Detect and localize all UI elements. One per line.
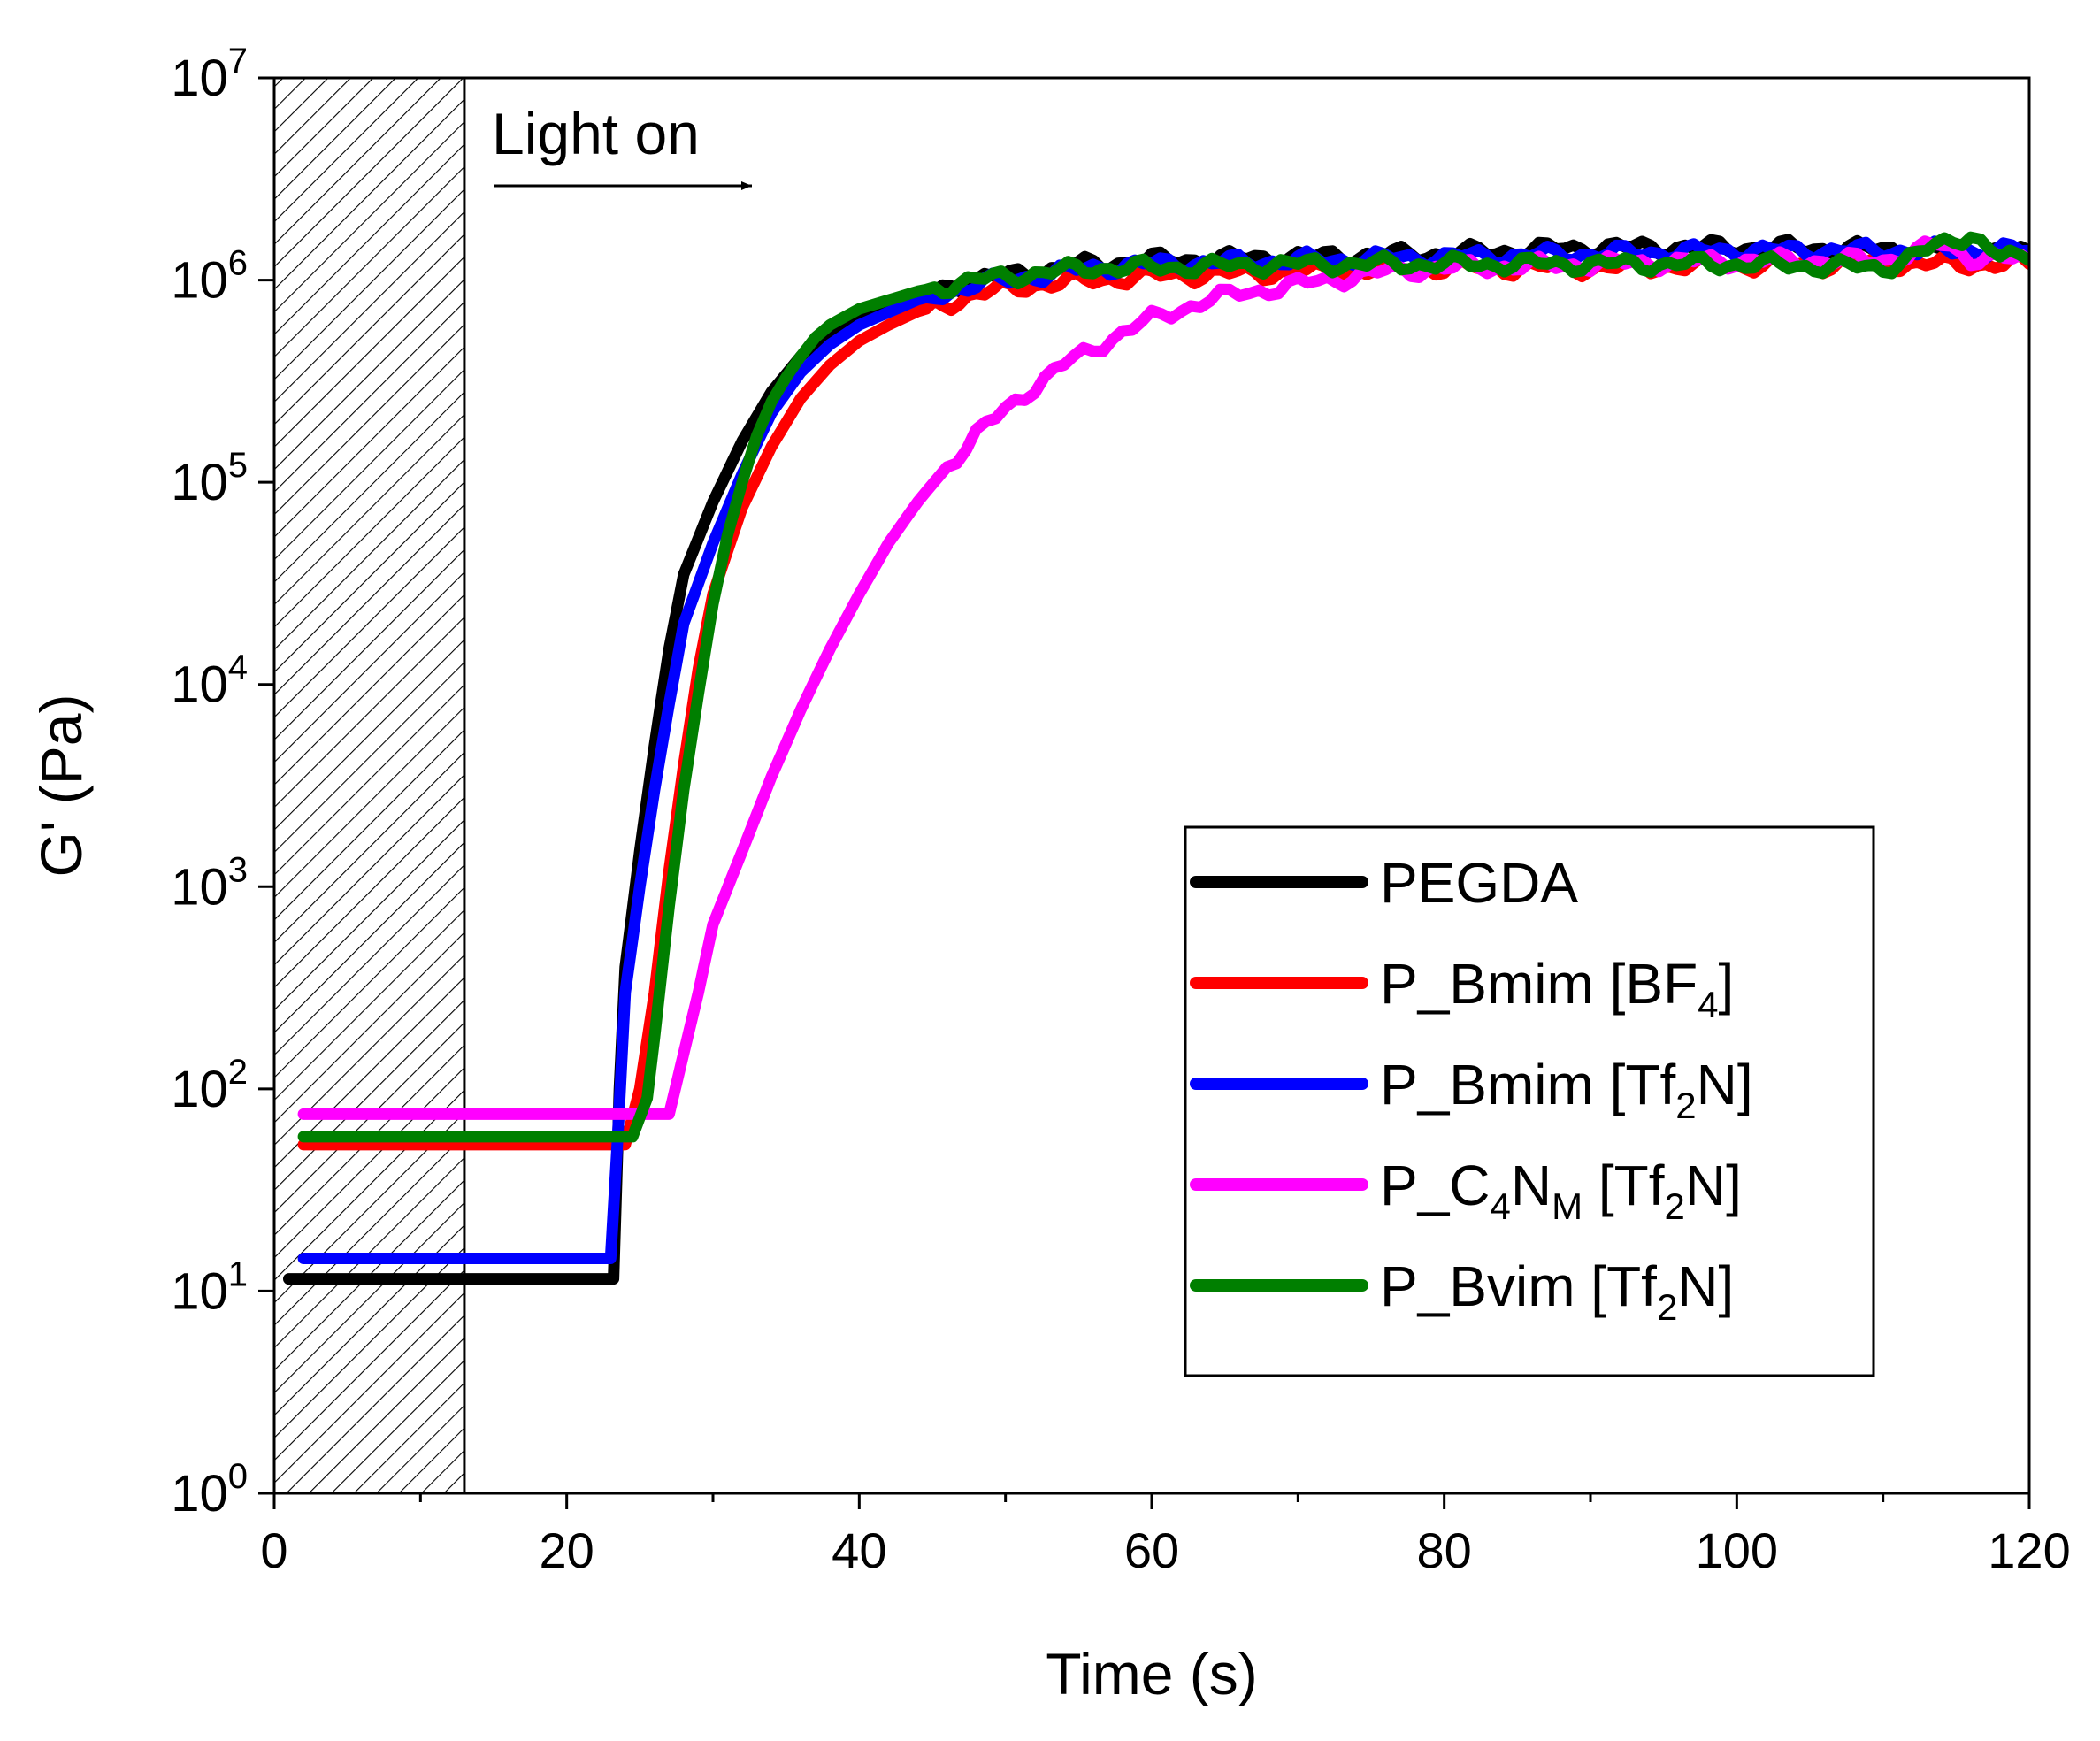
series-layer	[283, 231, 2029, 1285]
x-tick-label: 100	[1696, 1522, 1778, 1578]
y-tick-label: 102	[171, 1053, 248, 1118]
x-tick-label: 20	[540, 1522, 594, 1578]
light-on-annotation: Light on	[492, 101, 752, 190]
tick-labels: 0 20 40 60 80 100 120 100 101 102 103 104 105 106 107	[171, 42, 2070, 1578]
series-line-c4nm_tf2n	[297, 235, 2029, 1120]
legend-label: P_C4NM [Tf2N]	[1380, 1154, 1742, 1227]
light-on-label: Light on	[492, 101, 700, 166]
legend: PEGDA P_Bmim [BF4] P_Bmim [Tf2N] P_C4NM [Tf…	[1184, 825, 1875, 1377]
y-axis-label: G' (Pa)	[28, 694, 94, 878]
y-tick-label: 101	[171, 1254, 248, 1320]
x-tick-label: 80	[1417, 1522, 1472, 1578]
y-tick-label: 106	[171, 244, 248, 310]
legend-label: PEGDA	[1380, 851, 1578, 915]
y-tick-label: 104	[171, 648, 248, 714]
legend-item-pegda: PEGDA	[1190, 851, 1578, 915]
x-axis-label: Time (s)	[1046, 1641, 1258, 1706]
y-tick-label: 105	[171, 446, 248, 511]
legend-label: P_Bmim [BF4]	[1380, 952, 1734, 1025]
legend-label: P_Bvim [Tf2N]	[1380, 1254, 1734, 1328]
legend-item-bvim_tf2n: P_Bvim [Tf2N]	[1190, 1254, 1734, 1328]
legend-item-bmim_bf4: P_Bmim [BF4]	[1190, 952, 1734, 1025]
y-tick-label: 103	[171, 850, 248, 916]
y-tick-label: 100	[171, 1457, 248, 1522]
legend-item-bmim_tf2n: P_Bmim [Tf2N]	[1190, 1053, 1753, 1126]
x-tick-label: 120	[1988, 1522, 2070, 1578]
legend-item-c4nm_tf2n: P_C4NM [Tf2N]	[1190, 1154, 1742, 1227]
axes	[258, 76, 2031, 1509]
x-tick-label: 60	[1124, 1522, 1179, 1578]
y-tick-label: 107	[171, 42, 248, 107]
x-tick-label: 40	[832, 1522, 886, 1578]
series-line-bvim_tf2n	[297, 231, 2029, 1143]
legend-label: P_Bmim [Tf2N]	[1380, 1053, 1753, 1126]
x-tick-label: 0	[260, 1522, 287, 1578]
